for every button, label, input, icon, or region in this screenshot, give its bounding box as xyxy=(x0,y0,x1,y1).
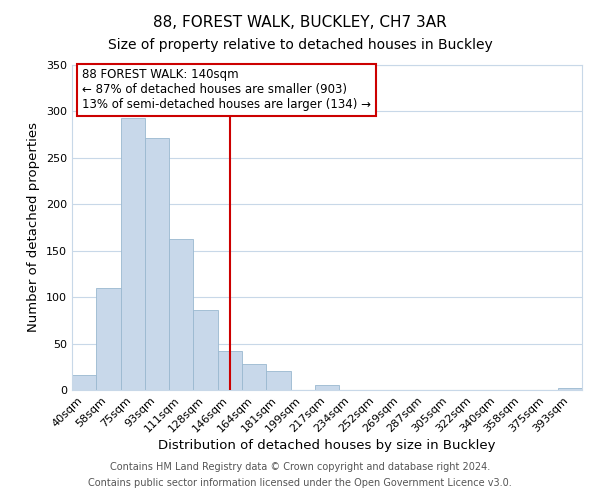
Bar xyxy=(315,386,339,390)
Bar xyxy=(96,288,121,390)
Bar xyxy=(121,118,145,390)
Bar xyxy=(169,238,193,390)
Bar xyxy=(145,138,169,390)
Bar xyxy=(72,375,96,390)
Bar xyxy=(242,364,266,390)
X-axis label: Distribution of detached houses by size in Buckley: Distribution of detached houses by size … xyxy=(158,440,496,452)
Text: Size of property relative to detached houses in Buckley: Size of property relative to detached ho… xyxy=(107,38,493,52)
Text: 88, FOREST WALK, BUCKLEY, CH7 3AR: 88, FOREST WALK, BUCKLEY, CH7 3AR xyxy=(153,15,447,30)
Text: Contains public sector information licensed under the Open Government Licence v3: Contains public sector information licen… xyxy=(88,478,512,488)
Bar xyxy=(558,388,582,390)
Bar xyxy=(218,351,242,390)
Text: 88 FOREST WALK: 140sqm
← 87% of detached houses are smaller (903)
13% of semi-de: 88 FOREST WALK: 140sqm ← 87% of detached… xyxy=(82,68,371,112)
Y-axis label: Number of detached properties: Number of detached properties xyxy=(28,122,40,332)
Bar xyxy=(193,310,218,390)
Bar xyxy=(266,370,290,390)
Text: Contains HM Land Registry data © Crown copyright and database right 2024.: Contains HM Land Registry data © Crown c… xyxy=(110,462,490,472)
